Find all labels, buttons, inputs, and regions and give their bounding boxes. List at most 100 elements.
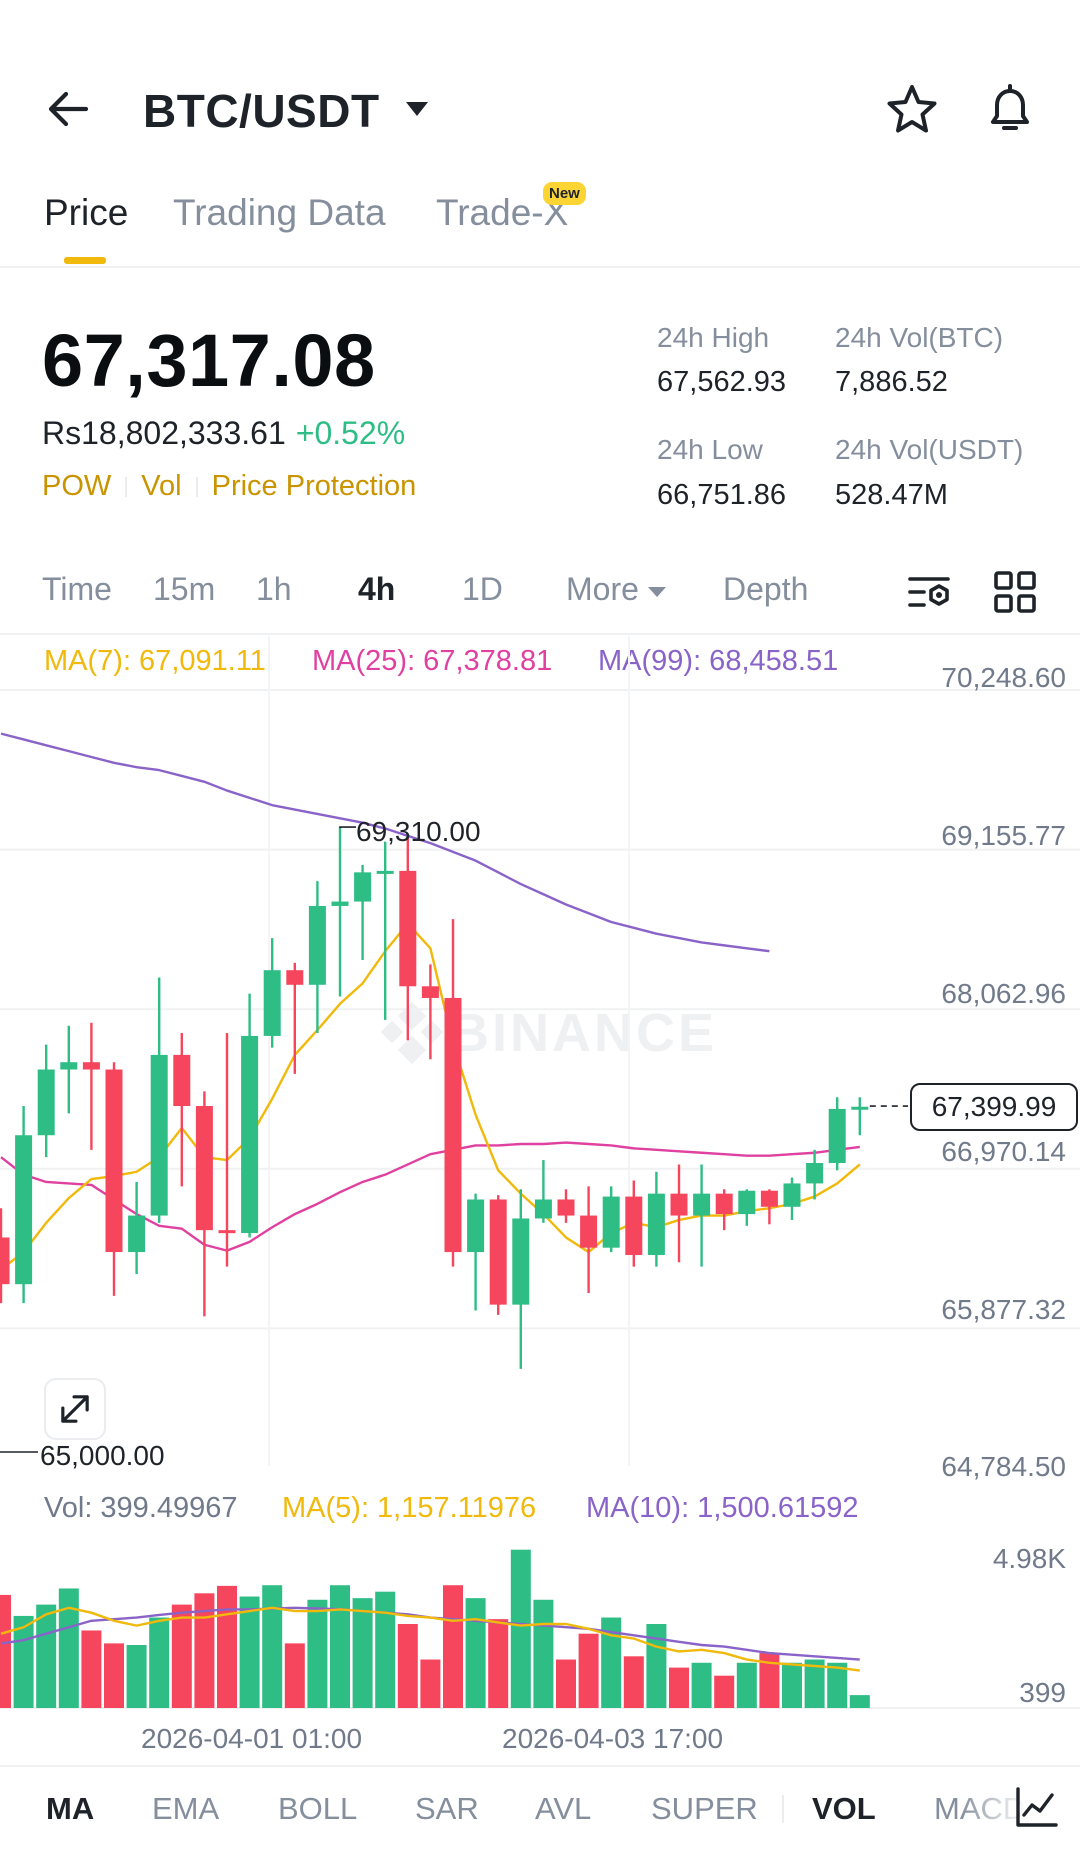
volume-bar — [714, 1675, 735, 1708]
price-chart[interactable] — [0, 636, 1080, 1466]
volume-bar — [217, 1585, 237, 1708]
volume-bar — [556, 1659, 576, 1708]
interval-15m[interactable]: 15m — [153, 571, 216, 607]
vol-btc-value: 7,886.52 — [835, 366, 948, 398]
indicator-vol[interactable]: VOL — [812, 1791, 876, 1826]
price-change: +0.52% — [295, 415, 406, 451]
tab-trading-data[interactable]: Trading Data — [173, 192, 386, 233]
interval-depth[interactable]: Depth — [723, 571, 809, 607]
volume-bar — [149, 1617, 170, 1708]
indicator-boll[interactable]: BOLL — [278, 1791, 358, 1826]
indicator-ma[interactable]: MA — [46, 1791, 95, 1826]
interval-4h[interactable]: 4h — [358, 571, 396, 607]
interval-1h[interactable]: 1h — [256, 571, 292, 607]
volume-bar — [307, 1599, 328, 1708]
volume-bar — [397, 1624, 418, 1708]
candle-body — [263, 970, 281, 1036]
candle-body — [354, 872, 372, 902]
tag-vol[interactable]: Vol — [141, 470, 182, 502]
new-badge: New — [543, 182, 586, 205]
candle-body — [783, 1183, 801, 1207]
candle-body — [625, 1196, 643, 1255]
ma7-line — [0, 922, 861, 1271]
expand-icon[interactable] — [44, 1378, 106, 1440]
volume-bar — [58, 1588, 79, 1708]
grid-layout-icon[interactable] — [990, 567, 1040, 617]
header: BTC/USDT — [0, 0, 1080, 170]
min-price-marker: 65,000.00 — [40, 1440, 165, 1471]
candle-body — [738, 1190, 756, 1215]
indicator-settings-icon[interactable] — [1012, 1785, 1060, 1831]
vol-ma5-legend: MA(5): 1,157.11976 — [282, 1492, 537, 1524]
max-price-marker: 69,310.00 — [356, 816, 481, 847]
interval-more[interactable]: More — [566, 571, 667, 608]
candle-body — [421, 986, 439, 998]
caret-down-icon[interactable] — [402, 98, 432, 120]
back-arrow-icon[interactable] — [42, 82, 96, 136]
candle-body — [286, 970, 304, 985]
candle-body — [37, 1069, 55, 1136]
candle-body — [580, 1215, 598, 1248]
bell-icon[interactable] — [981, 80, 1039, 138]
volume-bar — [0, 1594, 11, 1708]
interval-time[interactable]: Time — [42, 571, 112, 607]
volume-bar — [239, 1596, 260, 1708]
scroll-fade — [960, 1767, 1080, 1847]
ma99-legend: MA(99): 68,458.51 — [598, 645, 839, 677]
candle-body — [376, 870, 394, 874]
tag-row: POW Vol Price Protection — [42, 470, 416, 503]
tag-pow[interactable]: POW — [42, 470, 112, 502]
volume-bar — [171, 1604, 192, 1708]
volume-chart[interactable] — [0, 1520, 1080, 1720]
caret-down-icon — [647, 586, 666, 597]
volume-bar — [443, 1585, 463, 1708]
candle-body — [82, 1062, 100, 1070]
ma99-line — [0, 732, 770, 953]
indicator-ema[interactable]: EMA — [152, 1791, 220, 1826]
indicator-sar[interactable]: SAR — [415, 1791, 479, 1826]
volume-bar — [104, 1643, 124, 1708]
volume-bar — [804, 1659, 825, 1708]
fiat-price: Rs18,802,333.61 +0.52% — [42, 415, 405, 452]
chart-settings-icon[interactable] — [906, 567, 956, 617]
tab-price[interactable]: Price — [44, 192, 129, 233]
candle-body — [331, 901, 349, 906]
volume-bar — [81, 1630, 102, 1708]
high-value: 67,562.93 — [657, 366, 787, 398]
star-icon[interactable] — [884, 82, 940, 138]
indicator-super[interactable]: SUPER — [651, 1791, 758, 1826]
candle-body — [399, 870, 417, 987]
interval-1d[interactable]: 1D — [462, 571, 503, 607]
candle-body — [534, 1199, 552, 1219]
ma25-legend: MA(25): 67,378.81 — [312, 645, 553, 677]
tag-price-protection[interactable]: Price Protection — [211, 470, 417, 502]
interval-more-label: More — [566, 571, 639, 607]
volume-bar — [352, 1598, 373, 1708]
volume-bar — [465, 1598, 486, 1708]
candle-body — [105, 1069, 123, 1253]
pair-title[interactable]: BTC/USDT — [143, 85, 380, 137]
volume-bar — [601, 1617, 622, 1708]
candle-body — [602, 1196, 620, 1248]
current-price-tag[interactable]: 67,399.99 — [910, 1083, 1078, 1131]
ma7-legend: MA(7): 67,091.11 — [44, 645, 266, 677]
x-time-label: 2026-04-01 01:00 — [141, 1723, 363, 1754]
last-price: 67,317.08 — [42, 319, 376, 402]
candle-body — [851, 1106, 869, 1110]
volume-bar — [36, 1604, 57, 1708]
candle-body — [241, 1035, 259, 1234]
candle-body — [60, 1062, 78, 1070]
vol-usdt-label: 24h Vol(USDT) — [835, 434, 1024, 465]
y-tick-label: 65,877.32 — [941, 1294, 1066, 1325]
candle-body — [715, 1193, 733, 1215]
interval-bar: Time 15m 1h 4h 1D More Depth — [0, 555, 1080, 635]
candle-body — [15, 1135, 33, 1285]
vol-ma10-legend: MA(10): 1,500.61592 — [586, 1492, 859, 1524]
vol-btc-label: 24h Vol(BTC) — [835, 322, 1004, 353]
volume-bar — [510, 1549, 531, 1708]
candle-body — [693, 1193, 711, 1216]
indicator-avl[interactable]: AVL — [535, 1791, 592, 1826]
vol-y-tick: 399 — [1019, 1677, 1066, 1708]
max-marker-line — [339, 826, 356, 829]
volume-bar — [375, 1591, 396, 1708]
